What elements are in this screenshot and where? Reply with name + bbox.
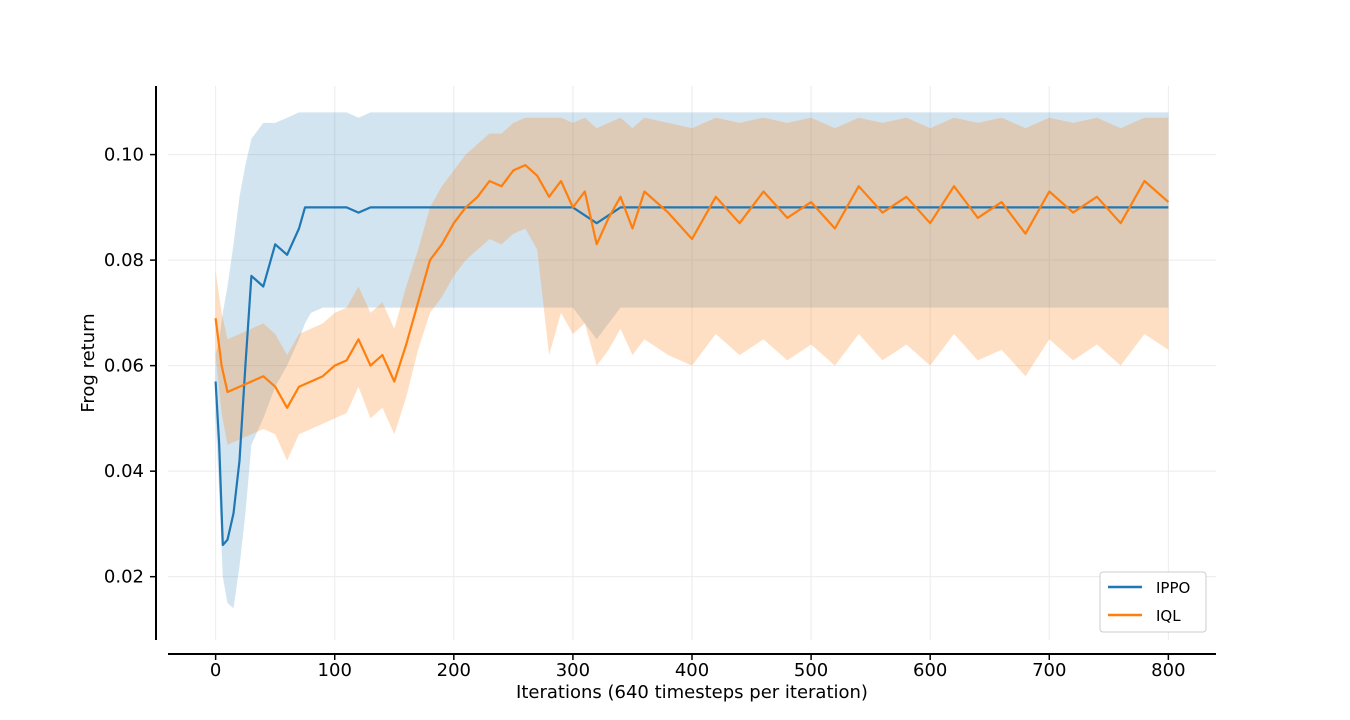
y-tick-label: 0.02 [104, 567, 144, 588]
x-tick-label: 600 [913, 660, 947, 681]
legend-label-iql: IQL [1156, 607, 1181, 625]
legend: IPPO IQL [1099, 571, 1207, 633]
x-tick-label: 700 [1032, 660, 1066, 681]
confidence-bands [215, 112, 1169, 609]
band-ippo [215, 112, 1169, 609]
x-ticks: 0 100 200 300 400 500 600 700 800 [210, 654, 1186, 681]
band-iql [215, 117, 1169, 461]
x-tick-label: 300 [556, 660, 590, 681]
x-tick-label: 400 [675, 660, 709, 681]
series-lines [214, 164, 1170, 547]
y-axis-label: Frog return [78, 313, 99, 412]
x-tick-label: 200 [437, 660, 471, 681]
series-line-iql [214, 164, 1170, 409]
legend-label-ippo: IPPO [1156, 579, 1190, 597]
series-line-ippo [214, 206, 1169, 547]
y-tick-label: 0.04 [104, 461, 144, 482]
y-ticks: 0.02 0.04 0.06 0.08 0.10 [104, 145, 156, 588]
x-tick-label: 800 [1151, 660, 1185, 681]
y-tick-label: 0.06 [104, 356, 144, 377]
x-tick-label: 500 [794, 660, 828, 681]
y-tick-label: 0.10 [104, 145, 144, 166]
grid [168, 86, 1216, 640]
x-tick-label: 100 [318, 660, 352, 681]
x-axis-label: Iterations (640 timesteps per iteration) [516, 682, 868, 703]
x-tick-label: 0 [210, 660, 221, 681]
y-tick-label: 0.08 [104, 250, 144, 271]
